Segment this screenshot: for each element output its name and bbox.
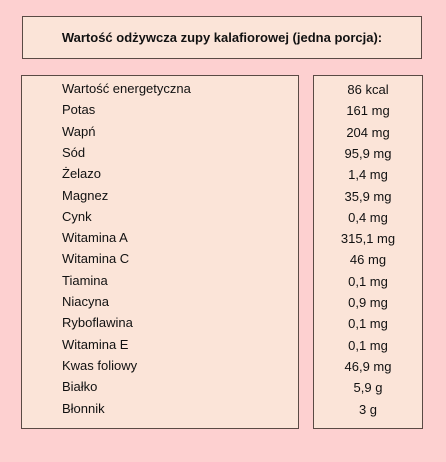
nutrient-name: Błonnik	[62, 400, 105, 416]
nutrient-name: Ryboflawina	[62, 315, 133, 331]
nutrient-name: Potas	[62, 102, 96, 118]
nutrient-value: 0,1 mg	[348, 337, 388, 353]
nutrient-value: 5,9 g	[353, 380, 383, 396]
nutrient-value: 86 kcal	[347, 82, 389, 97]
nutrient-value: 0,9 mg	[348, 295, 388, 310]
nutrient-names: Wartość energetyczna Potas Wapń Sód Żelazo Ma…	[21, 75, 299, 429]
nutrient-name: Cynk	[62, 208, 92, 224]
nutrient-name: Tiamina	[62, 272, 108, 288]
nutrient-value: 46,9 mg	[344, 358, 392, 374]
title: Wartość odżywcza zupy kalafiorowej (jedn…	[61, 30, 383, 45]
nutrient-name: Wapń	[62, 123, 96, 139]
nutrient-value: 0,1 mg	[348, 316, 388, 332]
nutrient-name: Magnez	[62, 187, 109, 203]
nutrient-name: Niacyna	[62, 294, 109, 309]
nutrient-name: Witamina C	[62, 251, 130, 267]
nutrient-value: 0,1 mg	[348, 273, 388, 289]
nutrient-value: 35,9 mg	[344, 188, 392, 204]
nutrient-name: Białko	[62, 379, 98, 395]
nutrient-value: 161 mg	[346, 103, 390, 119]
nutrient-name: Wartość energetyczna	[62, 81, 191, 96]
nutrient-name: Żelazo	[62, 166, 102, 182]
nutrient-value: 95,9 mg	[344, 145, 392, 161]
nutrient-value: 3 g	[358, 401, 378, 417]
nutrient-values: 86 kcal 161 mg 204 mg 95,9 mg 1,4 mg 35,9 mg 0…	[313, 75, 423, 429]
nutrient-value: 0,4 mg	[348, 209, 388, 225]
nutrient-name: Kwas foliowy	[62, 357, 138, 373]
nutrient-value: 204 mg	[346, 124, 390, 140]
nutrient-value: 315,1 mg	[340, 231, 396, 247]
title-box: Wartość odżywcza zupy kalafiorowej (jedn…	[22, 16, 422, 59]
nutrient-name: Witamina E	[62, 336, 129, 352]
nutrient-value: 46 mg	[349, 252, 387, 268]
nutrient-name: Witamina A	[62, 230, 128, 246]
nutrient-name: Sód	[62, 144, 86, 160]
nutrient-value: 1,4 mg	[348, 167, 388, 183]
